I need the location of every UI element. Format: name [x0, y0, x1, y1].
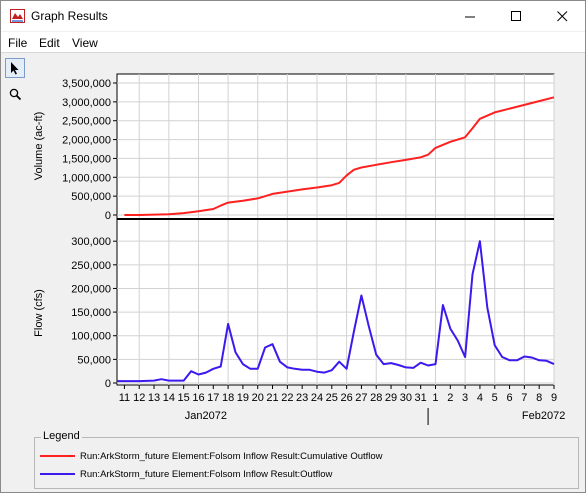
- flow-tick-label: 250,000: [71, 260, 111, 272]
- month-label: Feb2072: [522, 410, 565, 422]
- date-tick-label: 16: [192, 392, 204, 404]
- flow-tick-label: 100,000: [71, 331, 111, 343]
- date-tick-label: 15: [178, 392, 190, 404]
- legend-item-outflow[interactable]: Run:ArkStorm_future Element:Folsom Inflo…: [40, 467, 332, 481]
- date-tick-label: 29: [385, 392, 397, 404]
- date-tick-label: 19: [237, 392, 249, 404]
- date-tick-label: 24: [311, 392, 323, 404]
- legend-swatch-outflow: [40, 473, 75, 475]
- date-tick-label: 6: [506, 392, 512, 404]
- volume-tick-label: 3,500,000: [62, 78, 111, 90]
- flow-tick-label: 50,000: [77, 354, 111, 366]
- flow-axis-title: Flow (cfs): [33, 289, 45, 337]
- date-tick-label: 14: [163, 392, 175, 404]
- volume-tick-label: 0: [105, 210, 111, 222]
- cumulative-outflow-line[interactable]: [124, 96, 555, 216]
- grid-lines: [113, 74, 555, 425]
- close-icon: [556, 10, 567, 21]
- app-logo-icon: [10, 9, 25, 23]
- volume-axis-title: Volume (ac-ft): [33, 112, 45, 180]
- volume-tick-label: 1,500,000: [62, 153, 111, 165]
- minimize-icon: [464, 16, 475, 17]
- date-tick-label: 18: [222, 392, 234, 404]
- minimize-button[interactable]: [447, 1, 493, 31]
- select-tool-button[interactable]: [5, 58, 25, 78]
- results-chart[interactable]: 3,500,000 3,000,000 2,500,000 2,000,000 1,50…: [1, 53, 585, 437]
- date-tick-label: 27: [355, 392, 367, 404]
- volume-tick-label: 2,500,000: [62, 116, 111, 128]
- volume-tick-label: 500,000: [71, 191, 111, 203]
- zoom-tool-button[interactable]: [5, 84, 25, 104]
- volume-tick-label: 2,000,000: [62, 135, 111, 147]
- date-tick-label: 11: [119, 392, 130, 404]
- date-tick-label: 7: [521, 392, 527, 404]
- date-tick-label: 22: [281, 392, 293, 404]
- legend: Legend Run:ArkStorm_future Element:Folso…: [34, 430, 579, 489]
- date-tick-label: 9: [551, 392, 557, 404]
- flow-tick-label: 150,000: [71, 307, 111, 319]
- axis-labels: 3,500,000 3,000,000 2,500,000 2,000,000 1,50…: [62, 78, 565, 422]
- legend-item-cumulative-outflow[interactable]: Run:ArkStorm_future Element:Folsom Inflo…: [40, 449, 383, 463]
- menu-bar: File Edit View: [1, 32, 585, 52]
- maximize-button[interactable]: [493, 1, 539, 31]
- graph-area: 3,500,000 3,000,000 2,500,000 2,000,000 1,50…: [1, 52, 585, 492]
- date-tick-label: 13: [148, 392, 160, 404]
- legend-label-cumulative: Run:ArkStorm_future Element:Folsom Inflo…: [80, 450, 383, 462]
- magnifier-icon: [9, 88, 21, 100]
- date-tick-label: 3: [462, 392, 468, 404]
- date-tick-label: 1: [432, 392, 438, 404]
- close-button[interactable]: [539, 1, 585, 31]
- date-tick-label: 26: [340, 392, 352, 404]
- maximize-icon: [510, 10, 521, 21]
- date-tick-label: 25: [326, 392, 338, 404]
- legend-label-outflow: Run:ArkStorm_future Element:Folsom Inflo…: [80, 468, 333, 480]
- date-tick-label: 28: [370, 392, 382, 404]
- date-tick-label: 2: [447, 392, 453, 404]
- menu-edit[interactable]: Edit: [39, 36, 60, 50]
- date-tick-label: 20: [252, 392, 264, 404]
- pointer-icon: [11, 62, 19, 75]
- legend-title: Legend: [41, 430, 82, 442]
- date-tick-label: 5: [492, 392, 498, 404]
- date-tick-label: 30: [400, 392, 412, 404]
- volume-tick-label: 3,000,000: [62, 97, 111, 109]
- date-tick-label: 17: [207, 392, 219, 404]
- volume-tick-label: 1,000,000: [62, 172, 111, 184]
- series-layer: [117, 96, 555, 383]
- month-label: Jan2072: [185, 410, 227, 422]
- date-tick-label: 21: [266, 392, 278, 404]
- flow-tick-label: 200,000: [71, 283, 111, 295]
- date-tick-label: 8: [536, 392, 542, 404]
- date-tick-label: 31: [415, 392, 427, 404]
- title-bar: Graph Results: [1, 1, 585, 31]
- date-tick-label: 12: [133, 392, 145, 404]
- date-tick-label: 23: [296, 392, 308, 404]
- menu-file[interactable]: File: [8, 36, 28, 50]
- menu-view[interactable]: View: [72, 36, 98, 50]
- window-title: Graph Results: [31, 9, 108, 23]
- outflow-line[interactable]: [117, 240, 555, 383]
- flow-tick-label: 0: [105, 378, 111, 390]
- flow-tick-label: 300,000: [71, 236, 111, 248]
- legend-swatch-cumulative: [40, 455, 75, 457]
- date-tick-label: 4: [477, 392, 483, 404]
